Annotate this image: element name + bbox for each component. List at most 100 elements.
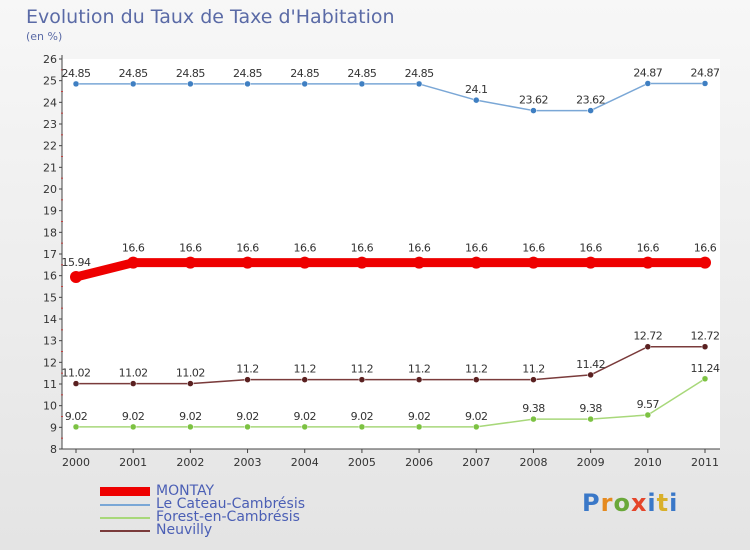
data-point (358, 423, 366, 431)
data-label: 16.6 (579, 242, 602, 255)
legend-label: Forest-en-Cambrésis (156, 509, 300, 525)
data-label: 16.6 (236, 242, 259, 255)
series-line (75, 345, 706, 385)
data-label: 11.42 (576, 358, 605, 371)
data-label: 9.38 (579, 402, 602, 415)
data-point (415, 376, 423, 383)
data-label: 16.6 (465, 242, 488, 255)
data-label: 24.85 (290, 67, 319, 80)
data-point (70, 270, 82, 283)
data-label: 11.2 (236, 363, 259, 376)
data-point (241, 256, 254, 269)
proxiti-logo: Proxiti (582, 489, 678, 517)
y-tick-label: 13 (43, 335, 57, 348)
data-point (358, 80, 366, 88)
data-point (415, 423, 423, 431)
data-point (641, 256, 654, 269)
data-point (413, 256, 426, 269)
chart-unit: (en %) (26, 30, 63, 43)
y-tick-label: 9 (50, 421, 57, 434)
data-point (699, 256, 711, 269)
x-tick-label: 2008 (519, 456, 547, 469)
data-label: 16.6 (351, 242, 374, 255)
data-point (301, 376, 308, 383)
x-tick-label: 2009 (577, 456, 605, 469)
data-point (415, 80, 423, 88)
y-tick-label: 20 (43, 183, 57, 196)
data-label: 9.02 (351, 410, 374, 423)
data-label: 9.02 (179, 410, 202, 423)
data-label: 16.6 (694, 242, 717, 255)
series-line (71, 258, 710, 282)
data-point (184, 256, 197, 269)
data-label: 9.02 (236, 410, 259, 423)
plot-area (62, 59, 720, 449)
chart-title: Evolution du Taux de Taxe d'Habitation (26, 6, 395, 28)
data-label: 9.02 (293, 410, 316, 423)
data-label: 9.02 (122, 410, 145, 423)
data-point (587, 371, 594, 379)
data-point (72, 423, 80, 431)
data-label: 11.02 (119, 367, 148, 380)
x-tick-label: 2010 (634, 456, 662, 469)
legend-label: Neuvilly (156, 522, 213, 538)
data-point (473, 376, 480, 383)
data-point (358, 376, 366, 383)
y-tick-label: 18 (43, 226, 57, 239)
data-label: 24.87 (633, 66, 662, 79)
data-point (587, 107, 594, 114)
legend-swatch (100, 487, 150, 496)
data-point (244, 423, 251, 431)
data-point (127, 256, 140, 269)
data-label: 9.38 (522, 402, 545, 415)
x-tick-label: 2000 (62, 456, 90, 469)
logo-letter: i (647, 489, 657, 517)
logo-letter: P (582, 489, 601, 517)
x-tick-label: 2004 (291, 456, 319, 469)
logo-letter: x (630, 489, 648, 517)
series-line (75, 82, 706, 112)
x-tick-label: 2002 (176, 456, 204, 469)
data-point (644, 80, 652, 87)
legend-item-neuvilly: Neuvilly (100, 522, 305, 538)
data-point (701, 80, 709, 87)
logo-letter: o (613, 489, 631, 517)
data-label: 9.02 (65, 410, 88, 423)
data-label: 24.87 (691, 66, 720, 79)
data-point (129, 80, 137, 88)
legend: MONTAY Le Cateau-Cambrésis Forest-en-Cam… (100, 483, 305, 538)
data-label: 11.2 (465, 363, 488, 376)
data-label: 11.2 (351, 363, 374, 376)
data-label: 24.1 (465, 83, 488, 96)
legend-item-forest: Forest-en-Cambrésis (100, 509, 305, 525)
data-point (72, 380, 80, 387)
x-tick-label: 2003 (234, 456, 262, 469)
y-tick-label: 26 (43, 53, 57, 66)
data-label: 24.85 (347, 67, 376, 80)
legend-label: Le Cateau-Cambrésis (156, 496, 305, 512)
y-tick-label: 10 (43, 400, 57, 413)
y-tick-label: 24 (43, 96, 57, 109)
legend-swatch (100, 503, 150, 506)
logo-letter: r (600, 489, 614, 517)
legend-swatch (100, 529, 150, 532)
y-tick-label: 12 (43, 356, 57, 369)
data-label: 16.6 (408, 242, 431, 255)
data-label: 16.6 (179, 242, 202, 255)
x-tick-label: 2006 (405, 456, 433, 469)
data-label: 9.02 (465, 410, 488, 423)
series-line (75, 378, 706, 428)
data-point (530, 415, 537, 423)
data-label: 23.62 (576, 94, 605, 107)
data-label: 9.02 (408, 410, 431, 423)
legend-swatch (100, 516, 150, 519)
legend-label: MONTAY (156, 483, 215, 499)
data-point (473, 96, 480, 104)
x-tick-label: 2001 (119, 456, 147, 469)
data-point (644, 343, 652, 350)
data-point (644, 411, 652, 419)
data-point (473, 423, 480, 431)
x-tick-label: 2005 (348, 456, 376, 469)
